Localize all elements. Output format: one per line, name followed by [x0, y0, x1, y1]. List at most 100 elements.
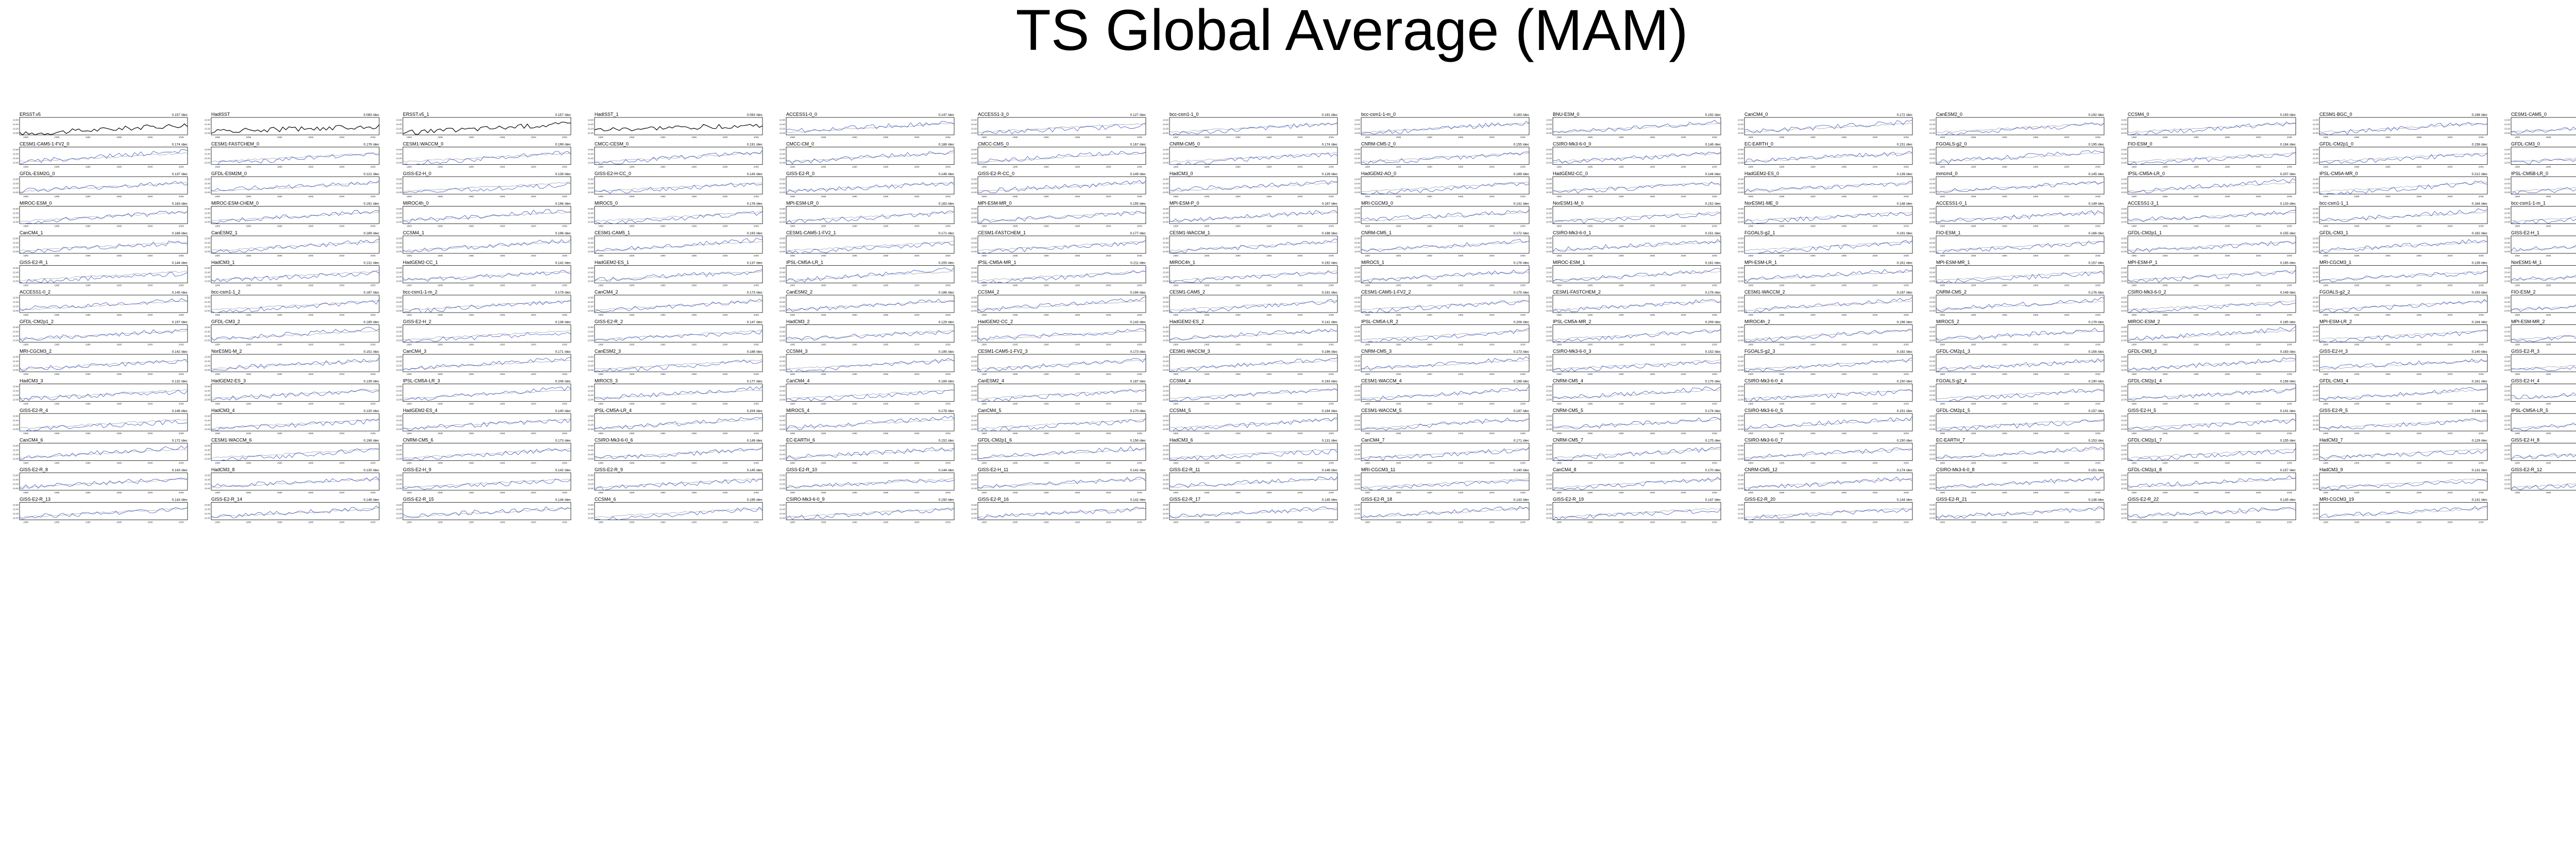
- x-tick-label: 1995: [2033, 432, 2039, 435]
- trend-label: 0.196 /dec: [1897, 321, 1913, 324]
- x-tick-label: 1980: [23, 343, 29, 346]
- y-tick-label: 13.20: [2313, 394, 2319, 397]
- x-tick-label: 1985: [1587, 284, 1593, 287]
- y-tick-label: 13.00: [13, 132, 19, 134]
- x-tick-label: 1980: [790, 462, 795, 465]
- y-tick-label: 13.40: [1929, 182, 1936, 185]
- y-tick-label: 13.20: [971, 276, 977, 278]
- x-tick-label: 1995: [1841, 343, 1847, 346]
- y-tick-label: 13.20: [2313, 483, 2319, 485]
- y-tick-label: 13.40: [779, 212, 786, 214]
- x-tick-label: 1995: [2225, 373, 2230, 375]
- reference-series-line: [211, 270, 380, 281]
- y-tick-label: 13.40: [396, 242, 402, 244]
- reference-series-line: [2319, 270, 2488, 281]
- y-tick-label: 13.40: [1163, 123, 1169, 126]
- reference-series-line: [1169, 182, 1338, 193]
- y-tick-label: 13.20: [1163, 453, 1169, 456]
- subplot: CNRM-CM5_4 0.175 /dec13.6013.4013.2013.00…: [1546, 379, 1721, 405]
- subplot: GISS-E2-R_21 0.146 /dec13.6013.4013.2013.…: [1929, 497, 2105, 524]
- y-tick-label: 13.20: [13, 453, 19, 456]
- y-tick-label: 13.60: [971, 208, 977, 210]
- x-tick-label: 1990: [852, 284, 858, 287]
- y-tick-label: 13.40: [1546, 182, 1552, 185]
- x-tick-label: 2000: [1489, 343, 1495, 346]
- reference-series-line: [786, 182, 955, 193]
- x-tick-label: 2005: [1904, 254, 1909, 257]
- trend-label: 0.171 /dec: [1514, 439, 1530, 443]
- x-tick-label: 2005: [370, 225, 376, 228]
- subplot-title: IPSL-CM5A-MR_0: [2319, 171, 2358, 176]
- x-tick-label: 1980: [1748, 254, 1754, 257]
- x-tick-label: 1980: [2323, 373, 2329, 375]
- y-tick-label: 13.20: [1163, 423, 1169, 426]
- y-tick-label: 13.00: [1354, 280, 1361, 282]
- trend-label: 0.140 /dec: [1514, 469, 1530, 472]
- y-tick-label: 13.40: [1163, 360, 1169, 363]
- y-tick-label: 13.60: [205, 178, 211, 180]
- x-tick-label: 2005: [1520, 195, 1526, 198]
- subplot-title: GISS-E2-R_3: [2511, 349, 2539, 354]
- x-tick-label: 2000: [2064, 195, 2070, 198]
- y-tick-label: 13.00: [205, 517, 211, 519]
- x-tick-label: 1985: [629, 373, 635, 375]
- x-tick-label: 2000: [2448, 166, 2453, 168]
- x-tick-label: 1995: [1266, 284, 1272, 287]
- subplot-title: CanCM4_6: [20, 438, 43, 443]
- x-tick-label: 1995: [1841, 521, 1847, 524]
- y-tick-label: 13.20: [2313, 216, 2319, 219]
- x-tick-label: 1990: [277, 254, 283, 257]
- subplot-title: CMCC-CM_0: [786, 142, 814, 147]
- y-tick-label: 13.40: [205, 419, 211, 422]
- x-tick-label: 2005: [1329, 254, 1334, 257]
- y-tick-label: 13.00: [1163, 339, 1169, 341]
- subplot: IPSL-CM5A-LR_0 0.207 /dec13.6013.4013.201…: [2121, 171, 2296, 198]
- x-tick-label: 1990: [2194, 462, 2199, 465]
- reference-series-line: [977, 182, 1146, 192]
- x-tick-label: 1985: [1396, 343, 1401, 346]
- reference-series-line: [1361, 448, 1530, 459]
- y-tick-label: 13.60: [1929, 178, 1936, 180]
- reference-series-line: [1552, 300, 1721, 311]
- x-tick-label: 1990: [277, 403, 283, 405]
- y-tick-label: 13.20: [1546, 364, 1552, 367]
- trend-label: 0.206 /dec: [555, 380, 571, 384]
- model-series-line: [1744, 329, 1913, 342]
- y-tick-label: 13.00: [2121, 132, 2127, 134]
- x-tick-label: 1990: [277, 166, 283, 168]
- y-tick-label: 13.60: [13, 267, 19, 269]
- x-tick-label: 1985: [1396, 314, 1401, 316]
- subplot: GFDL-CM2p1_2 0.157 /dec13.6013.4013.2013.…: [13, 319, 188, 346]
- y-tick-label: 13.00: [588, 517, 594, 519]
- plot-frame: [1552, 117, 1721, 135]
- x-tick-label: 2005: [2287, 225, 2293, 228]
- x-tick-label: 1980: [981, 195, 987, 198]
- x-tick-label: 2005: [2287, 136, 2293, 139]
- y-tick-label: 13.60: [971, 504, 977, 506]
- y-tick-label: 13.20: [2504, 216, 2511, 219]
- y-tick-label: 13.20: [2504, 335, 2511, 337]
- y-tick-label: 13.00: [1163, 280, 1169, 282]
- y-tick-label: 13.20: [1163, 216, 1169, 219]
- y-tick-label: 13.20: [779, 127, 786, 130]
- x-tick-label: 1985: [54, 136, 60, 139]
- reference-series-line: [2511, 394, 2576, 399]
- x-tick-label: 1985: [821, 166, 826, 168]
- y-tick-label: 13.00: [396, 517, 402, 519]
- model-series-line: [594, 478, 763, 491]
- y-tick-label: 13.00: [2504, 161, 2511, 164]
- subplot: GISS-E2-H_11 0.141 /dec13.6013.4013.2013.…: [971, 467, 1146, 494]
- x-tick-label: 1985: [2354, 225, 2360, 228]
- x-tick-label: 1980: [1556, 373, 1562, 375]
- subplot: GISS-E2-R_11 0.146 /dec13.6013.4013.2013.…: [1163, 467, 1338, 494]
- reference-series-line: [1744, 241, 1913, 251]
- x-tick-label: 1980: [2131, 225, 2137, 228]
- plot-frame: [594, 117, 763, 135]
- model-series-line: [1169, 506, 1338, 519]
- plot-frame: [1936, 295, 2105, 313]
- trend-label: 0.157 /dec: [2089, 409, 2105, 413]
- trend-label: 0.176 /dec: [2089, 291, 2105, 295]
- subplot: CanCM4_5 0.170 /dec13.6013.4013.2013.0019…: [971, 408, 1146, 435]
- model-series-line: [1361, 268, 1530, 283]
- x-tick-label: 1990: [660, 195, 666, 198]
